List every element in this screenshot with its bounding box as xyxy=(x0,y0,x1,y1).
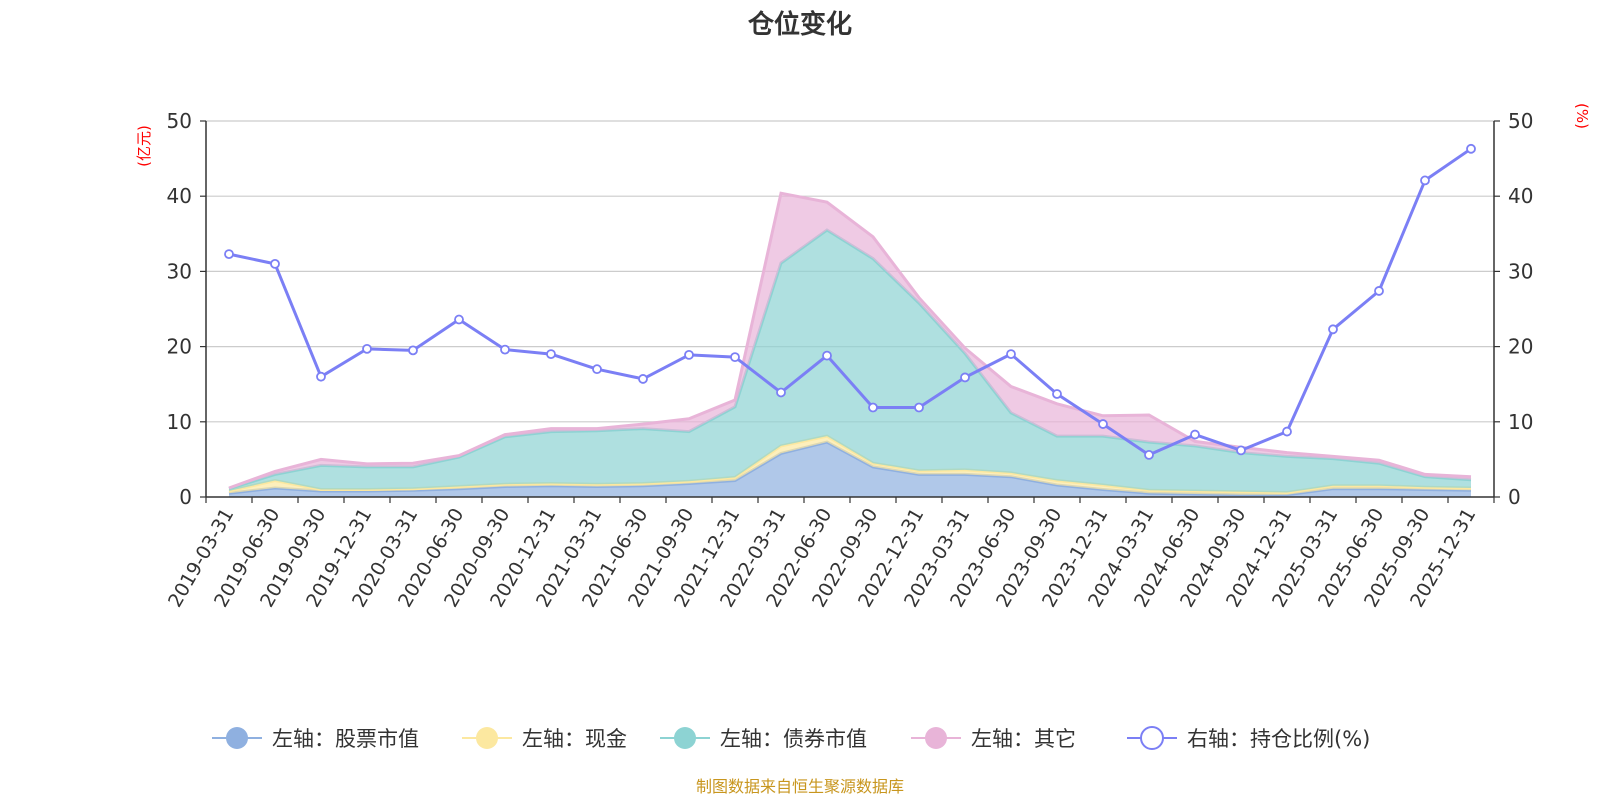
ratio-point xyxy=(776,387,786,398)
ratio-point xyxy=(408,345,418,356)
legend-item-2[interactable]: 左轴：现金 xyxy=(462,727,627,751)
right-ytick-label: 40 xyxy=(1508,184,1533,208)
ratio-point xyxy=(362,343,372,354)
ratio-line-series xyxy=(224,143,1476,460)
chart-title: 仓位变化 xyxy=(747,9,852,40)
ratio-point xyxy=(1190,429,1200,440)
ratio-point xyxy=(500,344,510,355)
area-stock xyxy=(229,442,1471,497)
ratio-point xyxy=(1006,349,1016,360)
ratio-point xyxy=(316,371,326,382)
ratio-point xyxy=(1328,324,1338,335)
ratio-point xyxy=(1236,445,1246,456)
ratio-point xyxy=(1052,389,1062,399)
left-ytick-label: 30 xyxy=(167,259,192,283)
right-ytick-label: 10 xyxy=(1508,410,1533,434)
ratio-point xyxy=(960,372,970,383)
left-ytick-label: 50 xyxy=(167,109,192,133)
left-axis-unit: (亿元) xyxy=(135,125,153,167)
ratio-point xyxy=(454,314,464,325)
ratio-point xyxy=(270,258,280,269)
left-ytick-label: 20 xyxy=(167,335,192,359)
legend-label: 左轴：股票市值 xyxy=(272,727,419,751)
ratio-point xyxy=(546,349,556,360)
source-note: 制图数据来自恒生聚源数据库 xyxy=(696,777,904,796)
right-ytick-label: 0 xyxy=(1508,485,1521,509)
ratio-line xyxy=(228,147,1472,457)
ratio-point xyxy=(1282,426,1292,437)
ratio-point xyxy=(868,402,878,413)
ratio-point xyxy=(730,352,740,363)
ratio-point xyxy=(1420,175,1430,186)
right-ytick-label: 30 xyxy=(1508,259,1533,283)
legend-marker xyxy=(226,727,248,749)
left-ytick-label: 40 xyxy=(167,184,192,208)
right-ytick-label: 20 xyxy=(1508,335,1533,359)
area-series xyxy=(228,191,1472,497)
legend-item-4[interactable]: 左轴：其它 xyxy=(911,727,1076,751)
ratio-point xyxy=(822,350,832,361)
legend-label: 右轴：持仓比例(%) xyxy=(1187,727,1370,751)
ratio-point xyxy=(1374,286,1384,296)
area-edge-other xyxy=(228,191,1472,490)
legend-marker xyxy=(1140,726,1164,750)
ratio-point xyxy=(1466,143,1476,154)
ratio-point xyxy=(224,249,234,260)
legend-label: 左轴：现金 xyxy=(522,727,627,751)
legend: 左轴：股票市值 左轴：现金 左轴：债券市值 左轴：其它 右轴：持仓比例(%) xyxy=(212,726,1370,751)
legend-marker xyxy=(925,727,947,749)
ratio-point xyxy=(1098,419,1108,429)
legend-marker xyxy=(674,727,696,749)
legend-marker xyxy=(476,727,498,749)
legend-item-5[interactable]: 右轴：持仓比例(%) xyxy=(1127,726,1370,751)
ratio-point xyxy=(592,364,602,375)
ratio-point xyxy=(1144,449,1154,460)
left-ytick-label: 0 xyxy=(179,485,192,509)
right-axis-unit: (%) xyxy=(1573,103,1591,129)
ratio-point xyxy=(684,349,694,360)
legend-item-3[interactable]: 左轴：债券市值 xyxy=(660,727,867,751)
left-ytick-label: 10 xyxy=(167,410,192,434)
area-bond xyxy=(229,230,1471,493)
legend-label: 左轴：债券市值 xyxy=(720,727,867,751)
ratio-point xyxy=(914,402,924,413)
right-ytick-label: 50 xyxy=(1508,109,1533,133)
legend-label: 左轴：其它 xyxy=(971,727,1076,751)
area-other xyxy=(229,193,1471,489)
ratio-point xyxy=(638,374,648,384)
legend-item-1[interactable]: 左轴：股票市值 xyxy=(212,727,419,751)
